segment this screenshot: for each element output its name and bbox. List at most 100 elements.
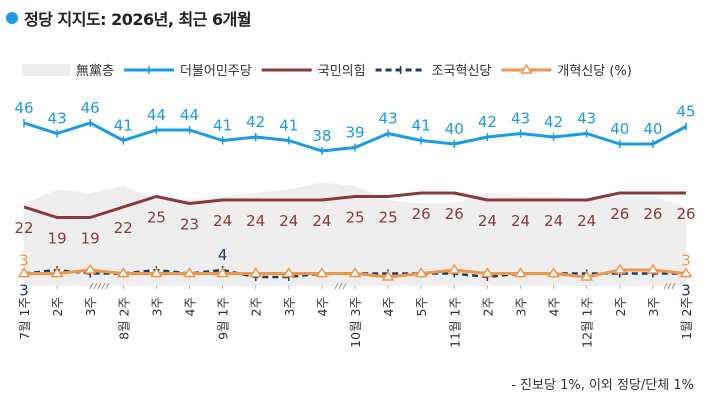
x-tick-label: 4주	[381, 297, 396, 316]
x-tick-label: 12월 1주	[580, 297, 595, 348]
data-label: 24	[511, 212, 530, 230]
data-label: 41	[279, 117, 298, 135]
chart-title: 정당 지지도: 2026년, 최근 6개월	[6, 6, 252, 30]
data-label: 43	[511, 110, 530, 128]
x-tick-label: 10월 3주	[348, 297, 363, 348]
data-point	[481, 267, 494, 278]
legend-label: 국민의힘	[318, 64, 366, 79]
data-label: 40	[610, 120, 629, 138]
data-point	[514, 267, 527, 278]
data-label: 22	[114, 219, 133, 237]
data-label: 46	[81, 99, 100, 117]
x-tick-label: 5주	[414, 297, 429, 316]
data-point	[17, 267, 31, 278]
data-label: 3	[19, 252, 29, 270]
data-label: 24	[213, 212, 232, 230]
data-label: 39	[345, 124, 364, 142]
legend-item: 無黨층	[22, 64, 114, 79]
data-label: 26	[412, 205, 431, 223]
data-label: 25	[147, 209, 166, 227]
series-1: 46 43 46 41 44 44 41 42 41 38 39 43 41 40 42 43 42 43 40 40…	[14, 99, 696, 155]
data-point	[116, 267, 130, 278]
data-label: 24	[246, 212, 265, 230]
data-point	[50, 267, 64, 278]
legend-label: 개혁신당 (%)	[557, 64, 631, 79]
series-2: 22 19 19 22 25 23 24 24 24 24 25 25 26 26 24 24 24 24 26 26…	[14, 191, 696, 248]
legend-item: 국민의힘	[261, 64, 366, 79]
data-label: 19	[81, 230, 100, 248]
data-point	[547, 267, 560, 278]
data-label: 3	[681, 282, 691, 300]
x-tick-label: 3주	[149, 297, 164, 316]
data-label: 25	[379, 209, 398, 227]
data-point	[348, 267, 362, 278]
data-point	[315, 267, 329, 278]
data-label: 25	[345, 209, 364, 227]
chart-title-text: 정당 지지도: 2026년, 최근 6개월	[24, 10, 252, 29]
data-label: 24	[577, 212, 596, 230]
data-point	[83, 263, 97, 274]
data-label: 41	[412, 117, 431, 135]
data-point	[381, 270, 395, 281]
data-label: 40	[643, 120, 662, 138]
data-label: 26	[676, 205, 695, 223]
data-label: 4	[218, 246, 228, 264]
axis-break-mark	[342, 282, 347, 290]
data-point	[414, 267, 428, 278]
data-label: 44	[147, 106, 166, 124]
data-label: 3	[19, 282, 29, 300]
x-tick-label: 2주	[480, 297, 495, 316]
data-label: 40	[445, 120, 464, 138]
data-point	[646, 263, 660, 274]
data-point	[613, 263, 627, 274]
x-tick-label: 1월 2주	[679, 297, 694, 340]
x-tick-label: 2주	[50, 297, 65, 316]
axis-break-mark	[101, 282, 106, 290]
data-label: 42	[544, 113, 563, 131]
x-tick-label: 2주	[249, 297, 264, 316]
series-line	[23, 191, 686, 219]
data-point	[580, 270, 594, 281]
axis-break-mark	[338, 282, 343, 290]
data-label: 19	[48, 230, 67, 248]
data-label: 24	[544, 212, 563, 230]
data-label: 22	[14, 219, 33, 237]
legend-label: 조국혁신당	[432, 64, 492, 79]
area-unaffiliated	[24, 182, 686, 284]
data-point	[150, 267, 163, 278]
data-point	[249, 267, 263, 278]
x-tick-label: 3주	[83, 297, 98, 316]
data-label: 44	[180, 106, 199, 124]
x-tick-label: 3주	[646, 297, 661, 316]
data-label: 26	[445, 205, 464, 223]
data-label: 42	[478, 113, 497, 131]
legend-label: 더불어민주당	[180, 64, 252, 79]
x-tick-label: 9월 1주	[216, 297, 231, 340]
axis-break-mark	[663, 282, 668, 290]
data-point	[216, 267, 229, 278]
legend-label: 無黨층	[76, 64, 114, 79]
x-tick-label: 4주	[315, 297, 330, 316]
data-label: 43	[379, 110, 398, 128]
data-point	[282, 267, 296, 278]
axis-break-mark	[671, 282, 676, 290]
x-tick-label: 3주	[514, 297, 529, 316]
triangle-marker-icon	[520, 63, 533, 74]
x-tick-label: 4주	[183, 297, 198, 316]
legend-item: 더불어민주당	[123, 64, 252, 79]
data-label: 46	[14, 99, 33, 117]
x-tick-label: 7월 1주	[17, 297, 32, 340]
data-label: 41	[213, 117, 232, 135]
data-label: 24	[312, 212, 331, 230]
data-label: 38	[312, 127, 331, 145]
data-point	[679, 267, 693, 278]
data-label: 26	[643, 205, 662, 223]
legend-item: 개혁신당 (%)	[501, 63, 632, 79]
data-label: 23	[180, 216, 199, 234]
x-tick-label: 8월 2주	[116, 297, 131, 340]
data-label: 24	[279, 212, 298, 230]
legend-item: 조국혁신당	[375, 64, 492, 79]
legend: 無黨층 더불어민주당 국민의힘 조국혁신당 개혁신당 (%)	[22, 63, 632, 79]
